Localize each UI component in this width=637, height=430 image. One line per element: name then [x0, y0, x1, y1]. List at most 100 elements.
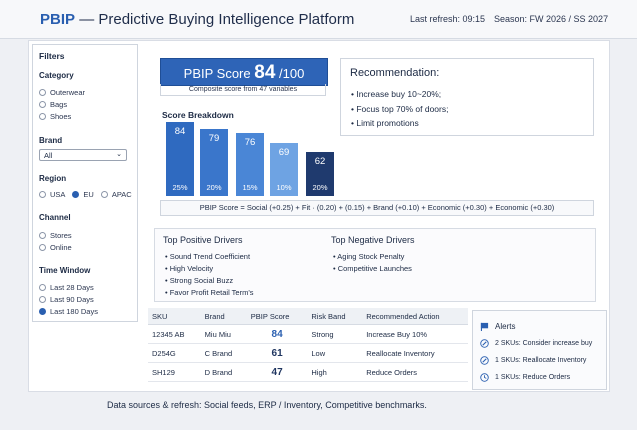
score-bar: 76 15%: [236, 133, 264, 196]
radio-icon: [39, 296, 46, 303]
table-row[interactable]: D254G C Brand 61 Low Reallocate Inventor…: [148, 343, 468, 363]
pbip-score-card: PBIP Score 84 /100: [160, 58, 328, 86]
score-bar: 79 20%: [200, 129, 228, 196]
col-score[interactable]: PBIP Score: [246, 308, 308, 325]
category-option-shoes[interactable]: Shoes: [39, 112, 71, 121]
negative-driver: • Aging Stock Penalty: [333, 252, 405, 261]
score-value: 84: [254, 62, 276, 83]
score-subtitle: Composite score from 47 variables: [160, 84, 326, 96]
chevron-down-icon: ⌄: [116, 151, 122, 158]
filters-title: Filters: [39, 51, 65, 61]
score-cell: 61: [246, 343, 308, 363]
footer-text: Social feeds, ERP / Inventory, Competiti…: [201, 400, 427, 410]
risk-cell: Strong: [307, 324, 363, 344]
score-cell: 84: [246, 324, 308, 344]
score-suffix: /100: [279, 66, 305, 81]
brand-logo: PBIP: [40, 11, 76, 28]
bar-value-label: 62: [314, 156, 326, 167]
recommendation-title: Recommendation:: [350, 67, 440, 79]
table-header-row: SKU Brand PBIP Score Risk Band Recommend…: [148, 308, 468, 325]
recommendation-item: • Limit promotions: [351, 118, 419, 128]
radio-selected-icon: [39, 308, 46, 315]
score-cell: 47: [246, 362, 308, 382]
region-label: Region: [39, 174, 67, 183]
negative-drivers-title: Top Negative Drivers: [331, 235, 415, 245]
brand-cell: D Brand: [200, 362, 247, 382]
col-sku[interactable]: SKU: [148, 308, 201, 325]
col-brand[interactable]: Brand: [200, 308, 247, 325]
time-window-label: Time Window: [39, 266, 91, 275]
brand-label: Brand: [39, 136, 63, 145]
sku-cell: SH129: [148, 362, 201, 382]
data-sources-footer: Data sources & refresh: Social feeds, ER…: [107, 400, 427, 410]
edit-icon: [480, 339, 489, 348]
app-header: PBIP — Predictive Buying Intelligence Pl…: [0, 0, 637, 39]
sku-cell: 12345 AB: [148, 324, 201, 344]
col-action[interactable]: Recommended Action: [362, 308, 468, 325]
alert-item[interactable]: 2 SKUs: Consider increase buy: [495, 340, 593, 347]
radio-icon[interactable]: [100, 191, 108, 198]
recommendation-item: • Increase buy 10~20%;: [351, 89, 442, 99]
alerts-panel: Alerts 2 SKUs: Consider increase buy 1 S…: [472, 310, 607, 390]
bar-weight-label: 20%: [206, 183, 222, 192]
recommendation-panel: Recommendation: • Increase buy 10~20%; •…: [340, 58, 594, 136]
bar-weight-label: 15%: [242, 183, 258, 192]
filters-panel: Filters Category Outerwear Bags Shoes Br…: [32, 44, 138, 322]
brand-select[interactable]: All ⌄: [39, 149, 127, 161]
radio-icon[interactable]: [39, 191, 46, 198]
alerts-title: Alerts: [495, 322, 516, 331]
bar-value-label: 69: [278, 147, 290, 158]
bar-weight-label: 20%: [312, 183, 328, 192]
brand-cell: C Brand: [200, 343, 247, 363]
category-option-bags[interactable]: Bags: [39, 100, 67, 109]
action-cell: Reduce Orders: [362, 362, 468, 382]
risk-cell: Low: [307, 343, 363, 363]
bar-weight-label: 25%: [172, 183, 188, 192]
edit-icon: [480, 356, 489, 365]
positive-drivers-title: Top Positive Drivers: [163, 235, 243, 245]
score-bar: 69 10%: [270, 143, 298, 196]
radio-icon: [39, 244, 46, 251]
table-row[interactable]: SH129 D Brand 47 High Reduce Orders: [148, 362, 468, 382]
alert-item[interactable]: 1 SKUs: Reallocate Inventory: [495, 357, 587, 364]
channel-option-online[interactable]: Online: [39, 243, 72, 252]
score-formula: PBIP Score = Social (+0.25) + Fit · (0.2…: [160, 200, 594, 216]
app-title: PBIP — Predictive Buying Intelligence Pl…: [40, 11, 354, 28]
app-subtitle: — Predictive Buying Intelligence Platfor…: [79, 11, 355, 28]
radio-icon: [39, 89, 46, 96]
radio-icon: [39, 232, 46, 239]
radio-icon: [39, 101, 46, 108]
sku-cell: D254G: [148, 343, 201, 363]
positive-driver: • Strong Social Buzz: [165, 276, 234, 285]
radio-selected-icon[interactable]: [72, 191, 80, 198]
alert-item[interactable]: 1 SKUs: Reduce Orders: [495, 374, 571, 381]
bar-weight-label: 10%: [276, 183, 292, 192]
region-options: USA EU APAC: [39, 190, 132, 199]
score-label: PBIP Score: [183, 66, 251, 81]
channel-option-stores[interactable]: Stores: [39, 231, 72, 240]
risk-cell: High: [307, 362, 363, 382]
radio-icon: [39, 113, 46, 120]
footer-label: Data sources & refresh:: [107, 400, 202, 410]
table-row[interactable]: 12345 AB Miu Miu 84 Strong Increase Buy …: [148, 324, 468, 344]
clock-icon: [480, 373, 489, 382]
positive-driver: • High Velocity: [165, 264, 214, 273]
bar-value-label: 79: [208, 133, 220, 144]
positive-driver: • Sound Trend Coefficient: [165, 252, 251, 261]
time-option-28[interactable]: Last 28 Days: [39, 283, 94, 292]
time-option-90[interactable]: Last 90 Days: [39, 295, 94, 304]
score-breakdown-chart: 84 25% 79 20% 76 15% 69 10% 62 20%: [160, 122, 592, 196]
channel-label: Channel: [39, 213, 71, 222]
col-risk[interactable]: Risk Band: [307, 308, 363, 325]
flag-icon: [480, 322, 489, 331]
radio-icon: [39, 284, 46, 291]
score-bar: 62 20%: [306, 152, 334, 196]
category-label: Category: [39, 71, 74, 80]
positive-driver: • Favor Profit Retail Term's: [165, 288, 254, 297]
brand-cell: Miu Miu: [200, 324, 247, 344]
time-option-180[interactable]: Last 180 Days: [39, 307, 98, 316]
score-breakdown-title: Score Breakdown: [162, 110, 234, 120]
score-bar: 84 25%: [166, 122, 194, 196]
category-option-outerwear[interactable]: Outerwear: [39, 88, 85, 97]
season-selector[interactable]: Season: FW 2026 / SS 2027: [494, 14, 609, 24]
